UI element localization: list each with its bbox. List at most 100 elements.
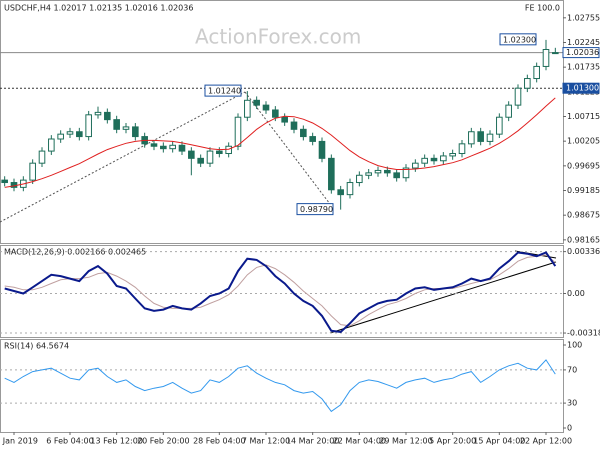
candle-body [384,169,391,174]
candle-body [496,116,503,135]
candle-body [458,143,466,155]
y-tick-label: 1.02755 [567,13,600,22]
trendline [329,261,557,334]
candle-body [122,126,130,130]
candle-body [337,189,344,196]
candle-body [477,131,484,142]
series-line [4,254,556,327]
candle-body [552,52,559,55]
price-panel [0,0,564,244]
y-tick-label: 1.00205 [567,137,600,146]
candle-body [48,138,55,152]
candle-body [412,162,419,169]
candle-body [253,99,260,106]
candle-body [486,133,494,142]
trendline [244,91,334,209]
candle-body [76,131,83,138]
candle-body [328,157,335,191]
y-tick-label: -0.003181 [567,329,600,338]
annotation-label: 0.98790 [300,205,333,214]
x-tick-label: 20 Feb 20:00 [137,437,189,446]
y-tick-label: 0.98165 [567,235,600,244]
y-tick-label: 0.98675 [567,211,600,220]
candle-body [188,150,195,159]
candle-body [318,140,326,159]
candle-body [197,157,204,164]
chart-subtitle: FE 100.0 [525,4,560,13]
candle-body [542,49,550,67]
y-tick-label: 1.01735 [567,63,600,72]
candle-body [29,162,36,181]
series-line [4,359,556,413]
candle-body [225,145,232,155]
candle-body [150,143,158,147]
y-tick-label: 0.00 [567,289,585,298]
candle-body [290,121,298,130]
candle-body [356,174,363,184]
candle-body [57,133,64,140]
candle-body [430,157,438,162]
candle-body [300,128,307,138]
candle-body [440,155,447,162]
candle-body [85,114,92,138]
x-tick-label: 29 Jan 2019 [0,437,38,446]
y-tick-label: 0 [567,424,572,433]
y-tick-label: 0.003368 [567,247,600,256]
candle-body [169,144,176,150]
level-label-box [562,82,600,94]
series-line [4,251,557,334]
annotation-label: 1.02300 [503,35,536,44]
candle-body [1,179,8,184]
candle-body [524,78,531,89]
candle-body [281,116,288,123]
macd-panel [0,245,564,338]
candle-body [160,145,167,150]
candle-body [272,109,279,118]
candle-body [216,150,223,155]
annotation-label: 1.01240 [208,87,241,96]
candle-body [468,131,475,145]
x-tick-label: 13 Feb 12:00 [90,437,142,446]
candle-body [533,65,540,80]
level-label-box [562,47,600,59]
candle-body [393,172,400,179]
candle-body [206,150,214,164]
y-tick-label: 0.99185 [567,186,600,195]
y-tick-label: 70 [567,365,577,374]
candle-body [374,169,382,174]
x-tick-label: 14 Mar 20:00 [286,437,339,446]
x-tick-label: 22 Apr 12:00 [520,437,572,446]
candle-body [309,136,316,142]
y-tick-label: 1.02245 [567,38,600,47]
candle-body [346,182,354,196]
candle-body [234,116,242,147]
series-line [4,97,556,188]
x-tick-label: 22 Mar 04:00 [333,437,386,446]
annotation-box [296,203,334,216]
x-tick-label: 28 Feb 04:00 [193,437,245,446]
y-tick-label: 100 [567,341,582,350]
candle-body [94,111,102,116]
candle-body [514,87,522,106]
candle-body [505,104,512,118]
level-label: 1.02036 [566,48,599,57]
candle-body [365,172,372,176]
x-tick-label: 29 Mar 12:00 [379,437,432,446]
rsi-title: RSI(14) 64.5674 [4,342,69,351]
candle-body [132,126,139,138]
level-label: 1.01300 [566,84,599,93]
annotation-box [204,84,242,97]
watermark: ActionForex.com [195,25,361,49]
x-tick-label: 15 Apr 04:00 [473,437,525,446]
candle-body [402,167,410,179]
candle-body [38,150,46,164]
chart-title: USDCHF,H4 1.02017 1.02135 1.02016 1.0203… [4,4,193,13]
annotation-box [499,33,537,46]
rsi-panel [0,339,564,433]
candle-body [178,144,186,152]
y-tick-label: 30 [567,399,577,408]
x-tick-label: 7 Mar 12:00 [242,437,290,446]
candle-body [244,99,251,118]
